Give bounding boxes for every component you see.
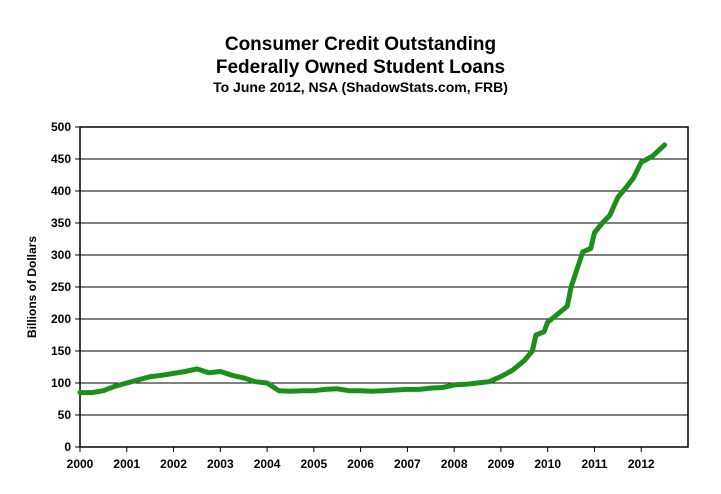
y-tick-label: 250 bbox=[51, 280, 71, 294]
gridlines bbox=[80, 158, 688, 416]
y-tick-label: 400 bbox=[51, 184, 71, 198]
y-tick-label: 500 bbox=[51, 120, 71, 134]
x-tick-label: 2011 bbox=[581, 457, 607, 471]
x-tick-label: 2012 bbox=[628, 457, 655, 471]
y-axis-ticks: 0 50 100 150 200 250 300 350 400 450 500 bbox=[51, 120, 80, 454]
chart-title: Consumer Credit Outstanding bbox=[224, 34, 497, 55]
x-tick-label: 2005 bbox=[300, 457, 327, 471]
y-tick-label: 0 bbox=[64, 440, 71, 454]
x-tick-label: 2008 bbox=[441, 457, 468, 471]
chart-title-line-2: Federally Owned Student Loans bbox=[215, 57, 506, 78]
y-tick-label: 450 bbox=[51, 152, 71, 166]
x-tick-label: 2001 bbox=[113, 457, 140, 471]
y-axis-label: Billions of Dollars bbox=[25, 236, 39, 338]
y-tick-label: 350 bbox=[51, 216, 71, 230]
series-group bbox=[77, 142, 668, 396]
x-tick-label: 2006 bbox=[347, 457, 374, 471]
x-tick-label: 2000 bbox=[67, 457, 94, 471]
x-tick-label: 2003 bbox=[207, 457, 234, 471]
y-tick-label: 100 bbox=[51, 376, 71, 390]
y-tick-label: 200 bbox=[51, 312, 71, 326]
chart-subtitle: To June 2012, NSA (ShadowStats.com, FRB) bbox=[213, 79, 508, 95]
x-axis-ticks: 2000 2001 2002 2003 2004 2005 2006 2007 2008 2009… bbox=[67, 447, 655, 471]
x-tick-label: 2010 bbox=[534, 457, 561, 471]
y-tick-label: 150 bbox=[51, 344, 71, 358]
x-tick-label: 2009 bbox=[488, 457, 515, 471]
x-tick-label: 2002 bbox=[160, 457, 187, 471]
series-line bbox=[77, 142, 668, 396]
y-tick-label: 300 bbox=[51, 248, 71, 262]
x-tick-label: 2004 bbox=[254, 457, 281, 471]
x-tick-label: 2007 bbox=[394, 457, 421, 471]
y-tick-label: 50 bbox=[58, 408, 72, 422]
